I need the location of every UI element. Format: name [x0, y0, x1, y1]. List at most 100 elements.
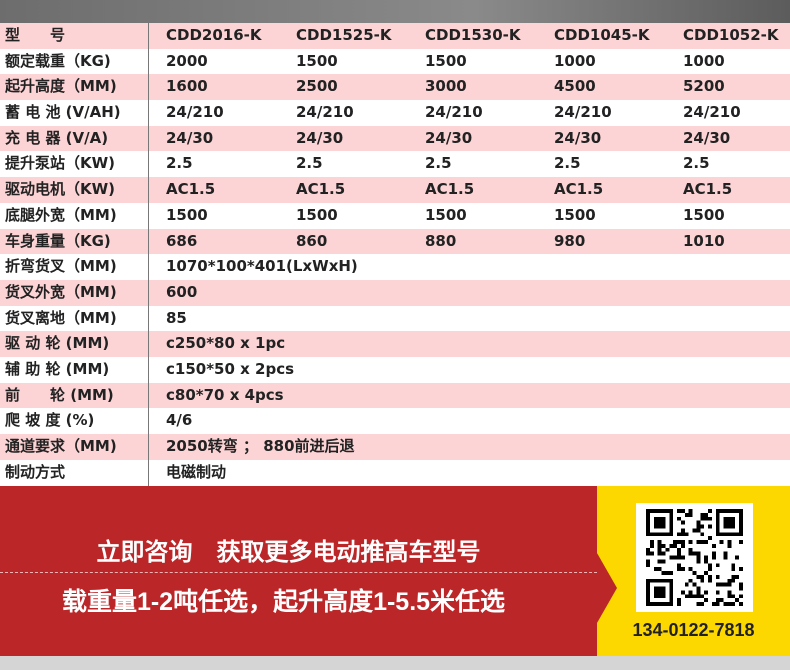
table-row: 折弯货叉（MM) 1070*100*401(LxWxH) [0, 254, 790, 280]
table-row: 货叉外宽（MM) 600 [0, 279, 790, 306]
cell-value: 2050转弯 ； 880前进后退 [166, 437, 355, 455]
cell-value: 2.5 [166, 154, 193, 173]
cell-value: 686 [166, 231, 198, 250]
cell-value: AC1.5 [554, 180, 604, 199]
cell-value: CDD1530-K [425, 26, 521, 44]
row-label: 货叉离地（MM) [5, 308, 117, 327]
table-row: 提升泵站（KW) 2.5 2.5 2.5 2.5 2.5 [0, 151, 790, 177]
table-row: 底腿外宽（MM) 1500 1500 1500 1500 1500 [0, 203, 790, 229]
row-label: 充 电 器 (V/A) [5, 128, 109, 147]
column-divider [148, 23, 149, 486]
cell-value: 980 [554, 231, 586, 250]
row-label: 辅 助 轮 (MM) [5, 359, 110, 378]
table-row: 驱 动 轮 (MM) c250*80 x 1pc [0, 331, 790, 357]
table-row: 车身重量（KG) 686 860 880 980 1010 [0, 228, 790, 255]
cell-value: 860 [296, 231, 328, 250]
cell-value: 电磁制动 [166, 462, 227, 481]
cell-value: 2.5 [425, 154, 452, 173]
cell-value: 4/6 [166, 411, 193, 430]
table-row: 蓄 电 池 (V/AH) 24/210 24/210 24/210 24/210 24/2… [0, 100, 790, 126]
cell-value: 2000 [166, 51, 208, 70]
cell-value: 3000 [425, 77, 467, 96]
cell-value: CDD1052-K [683, 26, 779, 44]
table-row: 额定载重（KG) 2000 1500 1500 1000 1000 [0, 49, 790, 75]
cell-value: 85 [166, 308, 187, 327]
banner-line-2: 载重量1-2吨任选，起升高度1-5.5米任选 [61, 588, 506, 616]
row-label: 起升高度（MM) [5, 77, 117, 96]
cell-value: AC1.5 [166, 180, 216, 199]
row-label: 折弯货叉（MM) [5, 257, 117, 276]
cell-value: 24/30 [425, 128, 473, 147]
row-label: 驱动电机（KW) [5, 180, 116, 199]
footer-background [0, 656, 790, 670]
cell-value: 4500 [554, 77, 596, 96]
row-label: 货叉外宽（MM) [5, 282, 117, 301]
cell-value: 1500 [554, 205, 596, 224]
cell-value: 1500 [425, 205, 467, 224]
table-row: 型 号 CDD2016-K CDD1525-K CDD1530-K CDD1045-K C… [0, 23, 790, 49]
row-label: 爬 坡 度 (%) [5, 411, 95, 430]
cell-value: 880 [425, 231, 457, 250]
cell-value: 2500 [296, 77, 338, 96]
cell-value: 1010 [683, 231, 725, 250]
row-label: 车身重量（KG) [5, 231, 111, 250]
cell-value: 24/30 [166, 128, 214, 147]
row-label: 提升泵站（KW) [5, 154, 116, 173]
cell-value: 1600 [166, 77, 208, 96]
cell-value: 1000 [683, 51, 725, 70]
cell-value: 24/210 [554, 103, 612, 122]
cell-value: c150*50 x 2pcs [166, 359, 295, 378]
cell-value: 24/30 [683, 128, 731, 147]
table-row: 通道要求（MM) 2050转弯 ； 880前进后退 [0, 434, 790, 460]
row-label: 前 轮 (MM) [5, 385, 114, 404]
cell-value: AC1.5 [296, 180, 346, 199]
row-label: 蓄 电 池 (V/AH) [5, 103, 121, 122]
cell-value: 1500 [166, 205, 208, 224]
cell-value: AC1.5 [425, 180, 475, 199]
dashed-divider [0, 572, 612, 573]
cell-value: 24/30 [554, 128, 602, 147]
cell-value: 2.5 [683, 154, 710, 173]
row-label: 制动方式 [5, 462, 66, 481]
arrow-shape [597, 553, 617, 623]
promo-banner: 立即咨询 获取更多电动推高车型号 载重量1-2吨任选，起升高度1-5.5米任选 [0, 486, 612, 656]
cell-value: CDD2016-K [166, 26, 262, 44]
table-row: 充 电 器 (V/A) 24/30 24/30 24/30 24/30 24/30 [0, 125, 790, 152]
cell-value: 1500 [296, 205, 338, 224]
table-row: 前 轮 (MM) c80*70 x 4pcs [0, 382, 790, 409]
cell-value: 1070*100*401(LxWxH) [166, 257, 358, 276]
cell-value: 24/210 [296, 103, 354, 122]
qr-code-icon [636, 503, 753, 612]
cell-value: CDD1525-K [296, 26, 392, 44]
phone-number: 134-0122-7818 [632, 620, 755, 640]
table-row: 辅 助 轮 (MM) c150*50 x 2pcs [0, 357, 790, 383]
cell-value: 24/30 [296, 128, 344, 147]
cell-value: 2.5 [296, 154, 323, 173]
cell-value: 2.5 [554, 154, 581, 173]
row-label: 驱 动 轮 (MM) [5, 334, 110, 353]
cell-value: c250*80 x 1pc [166, 334, 286, 353]
cell-value: 1500 [425, 51, 467, 70]
cell-value: c80*70 x 4pcs [166, 385, 284, 404]
table-row: 起升高度（MM) 1600 2500 3000 4500 5200 [0, 74, 790, 101]
cell-value: 24/210 [166, 103, 224, 122]
cell-value: 1000 [554, 51, 596, 70]
table-row: 爬 坡 度 (%) 4/6 [0, 408, 790, 434]
cell-value: 1500 [296, 51, 338, 70]
cell-value: 600 [166, 282, 198, 301]
table-row: 制动方式 电磁制动 [0, 460, 790, 486]
row-label: 底腿外宽（MM) [5, 205, 117, 224]
spec-table: 型 号 CDD2016-K CDD1525-K CDD1530-K CDD1045-K C… [0, 23, 790, 485]
cell-value: CDD1045-K [554, 26, 650, 44]
row-label: 通道要求（MM) [5, 437, 117, 455]
cell-value: 1500 [683, 205, 725, 224]
cell-value: AC1.5 [683, 180, 733, 199]
table-row: 驱动电机（KW) AC1.5 AC1.5 AC1.5 AC1.5 AC1.5 [0, 177, 790, 203]
row-label: 额定载重（KG) [5, 51, 111, 70]
row-label: 型 号 [5, 26, 66, 44]
cell-value: 5200 [683, 77, 725, 96]
cell-value: 24/210 [683, 103, 741, 122]
header-background [0, 0, 790, 23]
table-row: 货叉离地（MM) 85 [0, 306, 790, 332]
banner-line-1: 立即咨询 获取更多电动推高车型号 [96, 539, 481, 566]
